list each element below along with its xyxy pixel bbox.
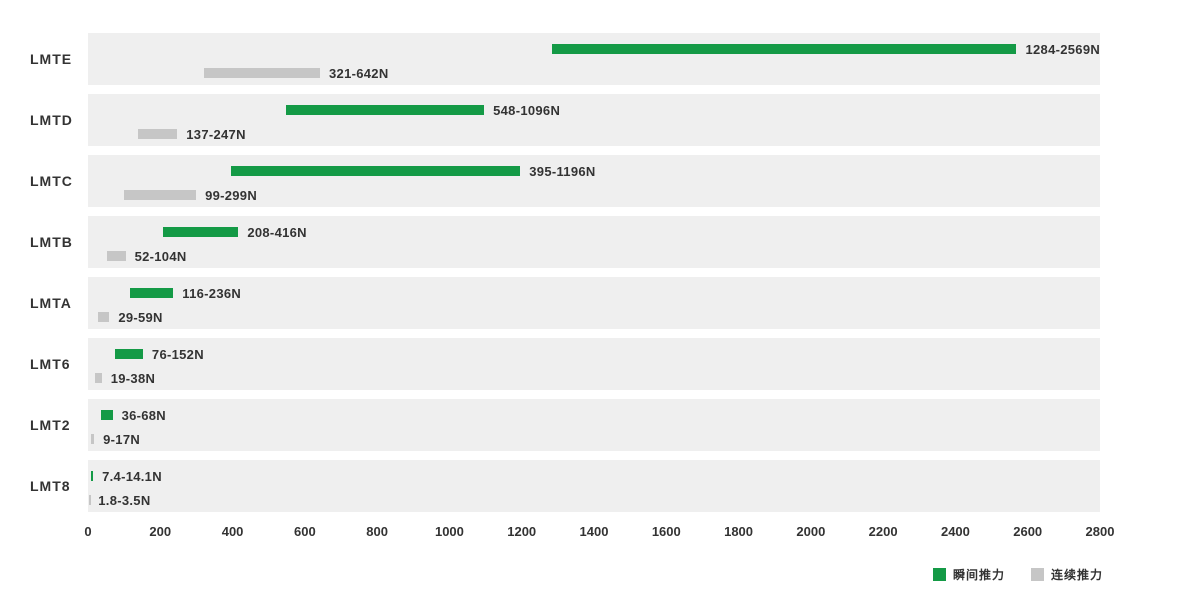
chart-row: LMTD 548-1096N 137-247N bbox=[0, 94, 1100, 146]
category-label: LMTE bbox=[30, 51, 73, 67]
x-tick-label: 2800 bbox=[1085, 524, 1115, 539]
continuous-thrust-bar bbox=[123, 190, 197, 200]
chart-row: LMT2 36-68N 9-17N bbox=[0, 399, 1100, 451]
x-tick-label: 800 bbox=[366, 524, 388, 539]
legend-label: 瞬间推力 bbox=[952, 568, 1005, 582]
x-tick-label: 200 bbox=[149, 524, 172, 539]
continuous-thrust-bar bbox=[91, 434, 95, 444]
bar-value-label: 548-1096N bbox=[493, 102, 561, 118]
instant-thrust-bar bbox=[90, 471, 94, 481]
instant-thrust-bar bbox=[552, 44, 1017, 54]
bar-value-label: 208-416N bbox=[247, 224, 307, 240]
x-tick-label: 1800 bbox=[724, 524, 754, 539]
instant-thrust-bar bbox=[163, 227, 239, 237]
row-band: 395-1196N 99-299N bbox=[88, 155, 1100, 207]
bar-value-label: 7.4-14.1N bbox=[102, 468, 162, 484]
bar-value-label: 76-152N bbox=[151, 346, 204, 362]
category-label: LMT2 bbox=[30, 417, 71, 433]
x-tick-label: 600 bbox=[293, 524, 316, 539]
row-band: 116-236N 29-59N bbox=[88, 277, 1100, 329]
bar-value-label: 395-1196N bbox=[529, 163, 596, 179]
x-tick-label: 400 bbox=[221, 524, 244, 539]
continuous-thrust-bar bbox=[204, 68, 321, 78]
bar-value-label: 29-59N bbox=[118, 309, 163, 325]
bar-value-label: 137-247N bbox=[186, 126, 246, 142]
bar-value-label: 19-38N bbox=[110, 370, 156, 386]
category-label: LMTC bbox=[30, 173, 73, 189]
x-tick-label: 0 bbox=[84, 524, 92, 539]
row-band: 76-152N 19-38N bbox=[88, 338, 1100, 390]
row-band: 548-1096N 137-247N bbox=[88, 94, 1100, 146]
chart-row: LMTA 116-236N 29-59N bbox=[0, 277, 1100, 329]
x-tick-label: 2600 bbox=[1013, 524, 1043, 539]
bar-value-label: 1284-2569N bbox=[1025, 41, 1101, 57]
continuous-thrust-swatch-icon bbox=[1030, 568, 1044, 581]
instant-thrust-bar bbox=[115, 349, 143, 359]
x-tick-label: 1400 bbox=[579, 524, 609, 539]
instant-thrust-bar bbox=[129, 288, 174, 298]
category-label: LMTA bbox=[30, 295, 72, 311]
row-band: 7.4-14.1N 1.8-3.5N bbox=[88, 460, 1100, 512]
category-label: LMT6 bbox=[30, 356, 71, 372]
bar-value-label: 9-17N bbox=[103, 431, 141, 447]
bar-value-label: 321-642N bbox=[329, 65, 389, 81]
instant-thrust-bar bbox=[101, 410, 113, 420]
category-label: LMT8 bbox=[30, 478, 71, 494]
category-label: LMTD bbox=[30, 112, 73, 128]
row-band: 1284-2569N 321-642N bbox=[88, 33, 1100, 85]
x-tick-label: 1200 bbox=[507, 524, 537, 539]
x-axis: 0 200 400 600 800 1000 1200 1400 1600 1800 2000 220… bbox=[84, 524, 1114, 542]
chart-row: LMT8 7.4-14.1N 1.8-3.5N bbox=[0, 460, 1100, 512]
continuous-thrust-bar bbox=[98, 312, 110, 322]
bar-value-label: 36-68N bbox=[121, 407, 166, 423]
row-band: 208-416N 52-104N bbox=[88, 216, 1100, 268]
x-tick-label: 1600 bbox=[651, 524, 681, 539]
chart-row: LMT6 76-152N 19-38N bbox=[0, 338, 1100, 390]
instant-thrust-bar bbox=[230, 166, 521, 176]
instant-thrust-swatch-icon bbox=[932, 568, 946, 581]
legend-item-continuous-thrust: 连续推力 bbox=[1030, 566, 1103, 583]
chart-row: LMTE 1284-2569N 321-642N bbox=[0, 33, 1100, 85]
chart-legend: 瞬间推力 连续推力 bbox=[932, 566, 1103, 583]
continuous-thrust-bar bbox=[106, 251, 126, 261]
continuous-thrust-bar bbox=[88, 495, 91, 505]
bar-value-label: 116-236N bbox=[182, 285, 242, 301]
x-tick-label: 2200 bbox=[868, 524, 898, 539]
chart-row: LMTC 395-1196N 99-299N bbox=[0, 155, 1100, 207]
row-band: 36-68N 9-17N bbox=[88, 399, 1100, 451]
x-tick-label: 2400 bbox=[940, 524, 970, 539]
category-label: LMTB bbox=[30, 234, 73, 250]
bar-value-label: 99-299N bbox=[205, 187, 258, 203]
x-tick-label: 1000 bbox=[434, 524, 464, 539]
continuous-thrust-bar bbox=[137, 129, 178, 139]
bar-value-label: 52-104N bbox=[134, 248, 187, 264]
x-tick-label: 2000 bbox=[796, 524, 826, 539]
chart-row: LMTB 208-416N 52-104N bbox=[0, 216, 1100, 268]
chart-rows: LMTE 1284-2569N 321-642N LMTD 548-1096N 137-2… bbox=[0, 33, 1100, 521]
legend-item-instant-thrust: 瞬间推力 bbox=[932, 566, 1005, 583]
bar-value-label: 1.8-3.5N bbox=[98, 492, 151, 508]
instant-thrust-bar bbox=[286, 105, 485, 115]
legend-label: 连续推力 bbox=[1050, 568, 1103, 582]
continuous-thrust-bar bbox=[94, 373, 102, 383]
